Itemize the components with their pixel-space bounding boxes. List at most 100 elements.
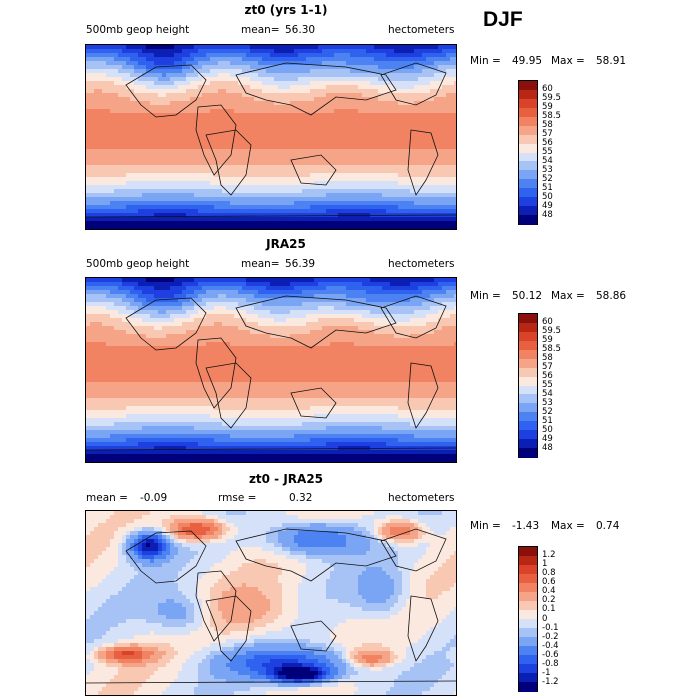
field-cell bbox=[430, 61, 435, 66]
field-cell bbox=[166, 93, 171, 98]
field-cell bbox=[194, 282, 199, 287]
field-cell bbox=[154, 57, 159, 62]
field-cell bbox=[90, 153, 95, 158]
field-cell bbox=[206, 61, 211, 66]
field-cell bbox=[282, 201, 287, 206]
field-cell bbox=[174, 137, 179, 142]
field-cell bbox=[138, 217, 143, 222]
field-cell bbox=[198, 109, 203, 114]
field-cell bbox=[294, 278, 299, 283]
field-cell bbox=[418, 193, 423, 198]
field-cell bbox=[166, 129, 171, 134]
field-cell bbox=[370, 81, 375, 86]
field-cell bbox=[154, 225, 159, 229]
field-cell bbox=[282, 105, 287, 110]
field-cell bbox=[250, 125, 255, 130]
field-cell bbox=[438, 157, 443, 162]
field-cell bbox=[166, 89, 171, 94]
field-cell bbox=[298, 101, 303, 106]
field-cell bbox=[454, 189, 456, 194]
field-cell bbox=[406, 221, 411, 226]
field-cell bbox=[342, 177, 347, 182]
field-cell bbox=[438, 177, 443, 182]
field-cell bbox=[222, 189, 227, 194]
field-cell bbox=[290, 169, 295, 174]
field-cell bbox=[218, 125, 223, 130]
field-cell bbox=[286, 121, 291, 126]
field-cell bbox=[370, 109, 375, 114]
field-cell bbox=[278, 73, 283, 78]
field-cell bbox=[362, 85, 367, 90]
field-cell bbox=[186, 165, 191, 170]
field-cell bbox=[178, 209, 183, 214]
field-cell bbox=[186, 65, 191, 70]
field-cell bbox=[446, 290, 451, 295]
field-cell bbox=[218, 137, 223, 142]
field-cell bbox=[118, 298, 123, 303]
field-cell bbox=[274, 117, 279, 122]
field-cell bbox=[226, 193, 231, 198]
field-cell bbox=[190, 302, 195, 307]
field-cell bbox=[406, 177, 411, 182]
field-cell bbox=[274, 129, 279, 134]
field-cell bbox=[386, 141, 391, 146]
field-cell bbox=[414, 105, 419, 110]
field-cell bbox=[398, 81, 403, 86]
field-cell bbox=[274, 49, 279, 54]
field-cell bbox=[434, 101, 439, 106]
field-cell bbox=[350, 125, 355, 130]
field-cell bbox=[430, 129, 435, 134]
field-cell bbox=[162, 69, 167, 74]
field-cell bbox=[170, 302, 175, 307]
field-cell bbox=[142, 298, 147, 303]
field-cell bbox=[126, 149, 131, 154]
field-cell bbox=[266, 61, 271, 66]
field-cell bbox=[386, 69, 391, 74]
field-cell bbox=[418, 173, 423, 178]
field-cell bbox=[86, 286, 91, 291]
field-cell bbox=[386, 302, 391, 307]
field-cell bbox=[202, 105, 207, 110]
field-cell bbox=[430, 161, 435, 166]
field-cell bbox=[374, 221, 379, 226]
field-cell bbox=[198, 217, 203, 222]
field-cell bbox=[374, 193, 379, 198]
field-cell bbox=[182, 109, 187, 114]
field-cell bbox=[86, 302, 91, 307]
field-cell bbox=[314, 294, 319, 299]
coastline bbox=[205, 129, 252, 196]
field-cell bbox=[158, 65, 163, 70]
field-cell bbox=[390, 121, 395, 126]
field-cell bbox=[286, 217, 291, 222]
field-cell bbox=[186, 97, 191, 102]
field-cell bbox=[254, 117, 259, 122]
field-cell bbox=[142, 117, 147, 122]
field-cell bbox=[282, 193, 287, 198]
field-cell bbox=[454, 278, 456, 283]
field-cell bbox=[206, 53, 211, 58]
field-cell bbox=[450, 217, 455, 222]
field-cell bbox=[326, 157, 331, 162]
field-cell bbox=[314, 121, 319, 126]
field-cell bbox=[174, 201, 179, 206]
field-cell bbox=[342, 97, 347, 102]
field-cell bbox=[210, 49, 215, 54]
field-cell bbox=[166, 101, 171, 106]
field-cell bbox=[302, 205, 307, 210]
field-cell bbox=[242, 221, 247, 226]
field-cell bbox=[346, 290, 351, 295]
field-cell bbox=[430, 81, 435, 86]
field-cell bbox=[410, 141, 415, 146]
field-cell bbox=[98, 290, 103, 295]
field-cell bbox=[374, 45, 379, 50]
field-cell bbox=[286, 49, 291, 54]
field-cell bbox=[326, 117, 331, 122]
field-cell bbox=[122, 201, 127, 206]
field-cell bbox=[306, 133, 311, 138]
field-cell bbox=[246, 53, 251, 58]
field-cell bbox=[286, 302, 291, 307]
field-cell bbox=[294, 282, 299, 287]
field-cell bbox=[106, 125, 111, 130]
field-cell bbox=[410, 153, 415, 158]
field-cell bbox=[318, 177, 323, 182]
